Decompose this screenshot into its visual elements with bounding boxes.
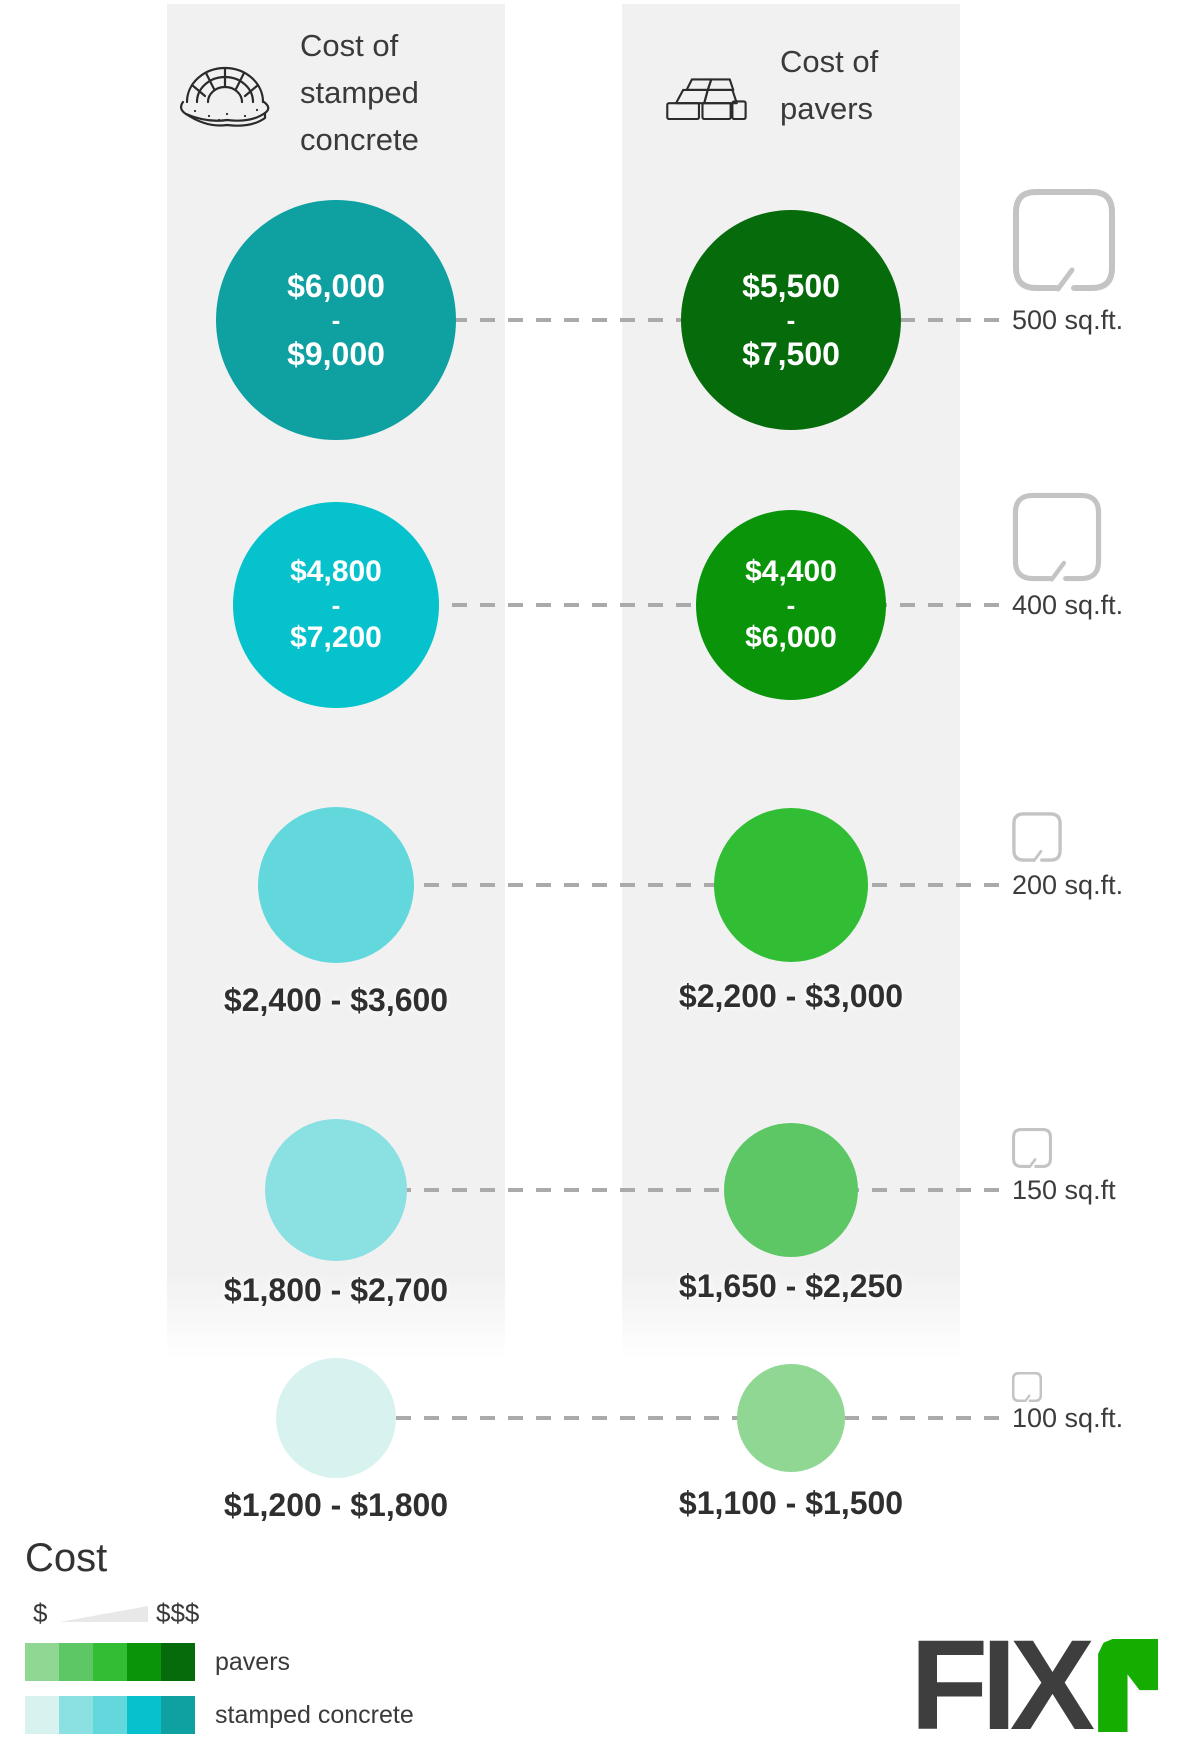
stamped-concrete-icon: [179, 66, 270, 127]
area-outline-icon-500: [1013, 189, 1115, 292]
sqft-label-500: 500 sq.ft.: [1012, 305, 1124, 335]
pavers-bubble-150: [724, 1123, 858, 1257]
connector-dashed-line: [340, 1416, 1002, 1420]
pavers-header: Cost of pavers: [780, 44, 879, 126]
area-outline-icon-100: [1012, 1372, 1042, 1402]
color-swatch: [25, 1696, 59, 1734]
color-swatch: [161, 1643, 195, 1681]
range-max: $6,000: [745, 621, 837, 654]
color-swatch: [25, 1643, 59, 1681]
pavers-bubble-200: [714, 808, 868, 962]
cost-scale-wedge-icon: [60, 1606, 148, 1622]
cost-high-symbol: $$$: [156, 1598, 200, 1628]
area-outline-icon-400: [1012, 492, 1102, 582]
stamped-concrete-color-scale: [25, 1696, 195, 1734]
pavers-price-label-100: $1,100 - $1,500: [678, 1485, 904, 1521]
stamped-concrete-bubble-400: $4,800 - $7,200: [233, 502, 439, 708]
color-swatch: [161, 1696, 195, 1734]
stamped-price-label-200: $2,400 - $3,600: [223, 982, 449, 1018]
range-min: $6,000: [287, 268, 385, 304]
stamped-concrete-bubble-100: [276, 1358, 396, 1478]
fixr-logo: FIX: [910, 1614, 1159, 1757]
connector-dashed-line: [340, 883, 1002, 887]
pavers-icon: [666, 78, 747, 121]
range-separator: -: [786, 305, 796, 335]
color-swatch: [127, 1643, 161, 1681]
sqft-label-400: 400 sq.ft.: [1012, 590, 1124, 620]
range-min: $5,500: [742, 268, 840, 304]
range-separator: -: [331, 590, 341, 620]
sqft-label-100: 100 sq.ft.: [1012, 1403, 1124, 1433]
range-max: $9,000: [287, 336, 385, 372]
stamped-concrete-header: Cost of stamped concrete: [300, 28, 419, 157]
fixr-logo-r-icon: [1098, 1639, 1159, 1732]
connector-dashed-line: [340, 318, 1002, 322]
stamped-concrete-bubble-150: [265, 1119, 407, 1261]
stamped-concrete-bubble-200: [258, 807, 414, 963]
range-min: $4,400: [745, 555, 837, 588]
color-swatch: [59, 1643, 93, 1681]
stamped-concrete-bubble-500: $6,000 - $9,000: [216, 200, 456, 440]
fixr-logo-text: FIX: [910, 1614, 1095, 1757]
pavers-price-label-200: $2,200 - $3,000: [678, 978, 904, 1014]
cost-low-symbol: $: [33, 1598, 48, 1628]
range-max: $7,500: [742, 336, 840, 372]
range-min: $4,800: [290, 555, 382, 588]
legend-title: Cost: [25, 1536, 108, 1580]
legend-label-stamped-concrete: stamped concrete: [215, 1701, 414, 1729]
legend-label-pavers: pavers: [215, 1648, 291, 1676]
color-swatch: [93, 1696, 127, 1734]
range-separator: -: [331, 305, 341, 335]
area-outline-icon-150: [1012, 1128, 1052, 1168]
pavers-price-label-150: $1,650 - $2,250: [678, 1268, 904, 1304]
area-outline-icon-200: [1012, 812, 1062, 862]
pavers-bubble-400: $4,400 - $6,000: [696, 510, 886, 700]
range-separator: -: [786, 590, 796, 620]
stamped-price-label-150: $1,800 - $2,700: [223, 1272, 449, 1308]
pavers-bubble-500: $5,500 - $7,500: [681, 210, 901, 430]
pavers-color-scale: [25, 1643, 195, 1681]
color-swatch: [59, 1696, 93, 1734]
sqft-label-200: 200 sq.ft.: [1012, 870, 1124, 900]
color-swatch: [93, 1643, 127, 1681]
pavers-bubble-100: [737, 1364, 845, 1472]
sqft-label-150: 150 sq.ft: [1012, 1175, 1116, 1205]
connector-dashed-line: [340, 1188, 1002, 1192]
color-swatch: [127, 1696, 161, 1734]
connector-dashed-line: [340, 603, 1002, 607]
range-max: $7,200: [290, 621, 382, 654]
stamped-price-label-100: $1,200 - $1,800: [223, 1487, 449, 1523]
